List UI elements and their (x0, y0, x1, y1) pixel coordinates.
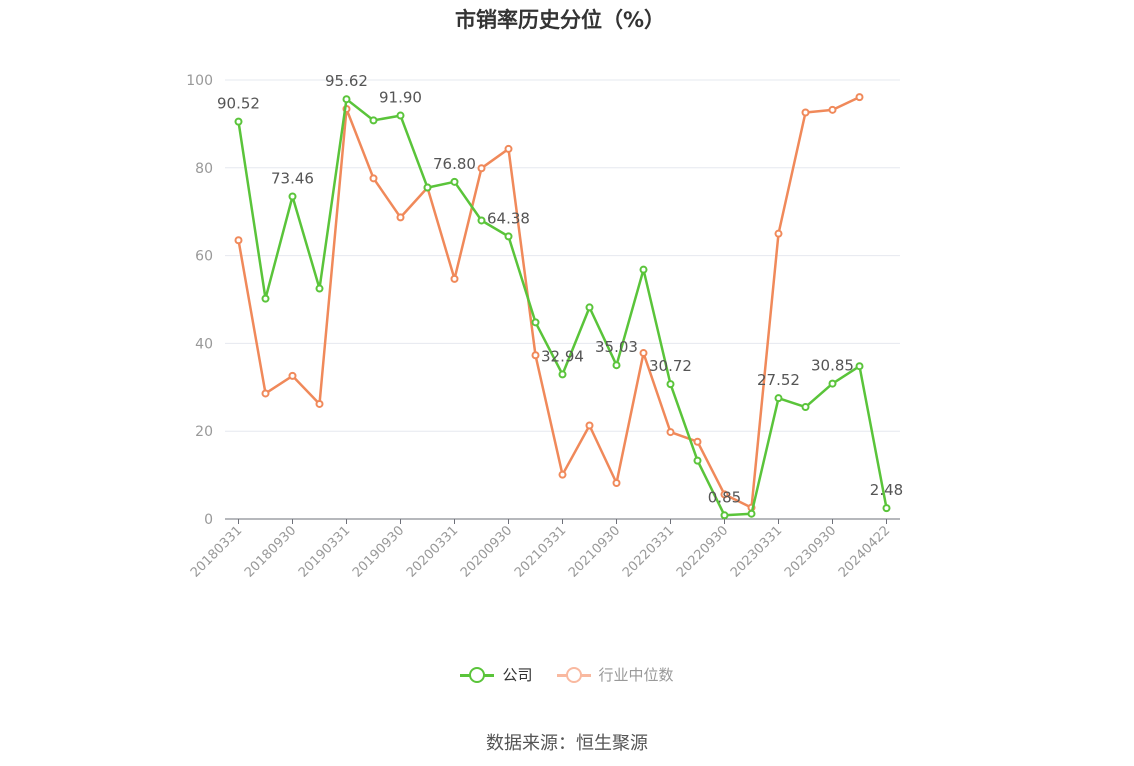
x-tick-label: 20210331 (512, 523, 569, 580)
legend-label-company: 公司 (502, 666, 533, 684)
data-point-industry (396, 213, 405, 222)
line-chart: 0 20 40 60 80 100 2018033120180930201903312019… (186, 72, 903, 581)
x-tick-label: 20220930 (674, 523, 731, 580)
data-point-company (882, 504, 891, 513)
data-point-company (666, 380, 675, 389)
series-line-company (237, 97, 888, 517)
x-tick-label: 20200930 (458, 523, 515, 580)
data-label-company: 64.38 (487, 209, 530, 227)
data-label-company: 91.90 (379, 89, 422, 107)
data-point-company (828, 379, 837, 388)
legend-item-industry[interactable]: 行业中位数 (556, 664, 674, 685)
data-point-company (504, 232, 513, 241)
data-source-note: 数据来源：恒生聚源 (486, 733, 648, 754)
data-label-company: 0.85 (708, 488, 741, 506)
data-point-industry (450, 274, 459, 283)
y-tick-label: 20 (195, 424, 213, 440)
legend-swatch-industry (556, 666, 591, 683)
data-point-industry (774, 229, 783, 238)
data-point-company (315, 284, 324, 293)
data-point-company (747, 509, 756, 518)
data-label-company: 90.52 (217, 95, 260, 113)
data-point-company (477, 216, 486, 225)
data-point-industry (666, 428, 675, 437)
data-point-company (423, 183, 432, 192)
y-tick-label: 100 (186, 73, 213, 89)
data-point-industry (801, 108, 810, 117)
data-point-company (288, 192, 297, 201)
data-point-industry (531, 351, 540, 360)
data-label-company: 95.62 (325, 72, 368, 90)
legend-item-company[interactable]: 公司 (460, 664, 533, 685)
x-tick-label: 20180331 (188, 523, 245, 580)
data-point-industry (558, 470, 567, 479)
y-tick-label: 60 (195, 249, 213, 265)
series-lines (234, 93, 891, 520)
data-point-company (612, 361, 621, 370)
data-point-industry (234, 236, 243, 245)
data-point-industry (315, 399, 324, 408)
data-label-company: 73.46 (271, 170, 314, 188)
data-point-industry (288, 371, 297, 380)
data-label-company: 35.03 (595, 338, 638, 356)
x-tick-label: 20230331 (728, 523, 785, 580)
y-tick-label: 0 (204, 512, 213, 528)
x-tick-label: 20240422 (836, 523, 893, 580)
data-point-company (585, 303, 594, 312)
y-tick-label: 80 (195, 161, 213, 177)
data-label-company: 2.48 (870, 481, 903, 499)
x-tick-label: 20210930 (566, 523, 623, 580)
data-labels: 90.52 73.46 95.62 91.90 76.80 64.38 32.94 35.03… (217, 72, 903, 506)
data-point-company (450, 177, 459, 186)
x-tick-label: 20180930 (242, 523, 299, 580)
data-point-company (639, 265, 648, 274)
data-point-industry (720, 490, 729, 499)
y-tick-label: 40 (195, 336, 213, 352)
data-point-company (693, 456, 702, 465)
x-tick-label: 20190331 (296, 523, 353, 580)
data-point-company (558, 370, 567, 379)
legend-label-industry: 行业中位数 (598, 666, 674, 684)
data-label-company: 76.80 (433, 155, 476, 173)
data-point-industry (855, 93, 864, 102)
data-point-company (720, 511, 729, 520)
legend-swatch-company (460, 666, 495, 683)
x-tick-label: 20220331 (620, 523, 677, 580)
data-point-company (261, 294, 270, 303)
data-point-company (342, 95, 351, 104)
data-label-company: 27.52 (757, 371, 800, 389)
data-point-company (234, 117, 243, 126)
data-point-industry (828, 105, 837, 114)
data-point-company (531, 318, 540, 327)
data-point-industry (261, 389, 270, 398)
x-tick-label: 20200331 (404, 523, 461, 580)
data-point-industry (693, 437, 702, 446)
data-point-company (369, 116, 378, 125)
data-label-company: 32.94 (541, 347, 584, 365)
data-point-industry (369, 174, 378, 183)
data-label-company: 30.85 (811, 357, 854, 375)
legend: 公司 行业中位数 (0, 664, 1134, 685)
data-label-company: 30.72 (649, 357, 692, 375)
data-point-industry (639, 349, 648, 358)
data-point-industry (504, 144, 513, 153)
chart-title: 市销率历史分位（%） (454, 8, 666, 32)
data-point-company (801, 403, 810, 412)
data-point-company (774, 394, 783, 403)
data-point-industry (585, 421, 594, 430)
x-tick-label: 20190930 (350, 523, 407, 580)
data-point-company (396, 111, 405, 120)
series-line-industry (237, 95, 861, 509)
axes: 0 20 40 60 80 100 2018033120180930201903312019… (186, 73, 900, 581)
data-point-industry (477, 164, 486, 173)
data-point-industry (612, 479, 621, 488)
x-tick-label: 20230930 (782, 523, 839, 580)
data-point-company (855, 362, 864, 371)
